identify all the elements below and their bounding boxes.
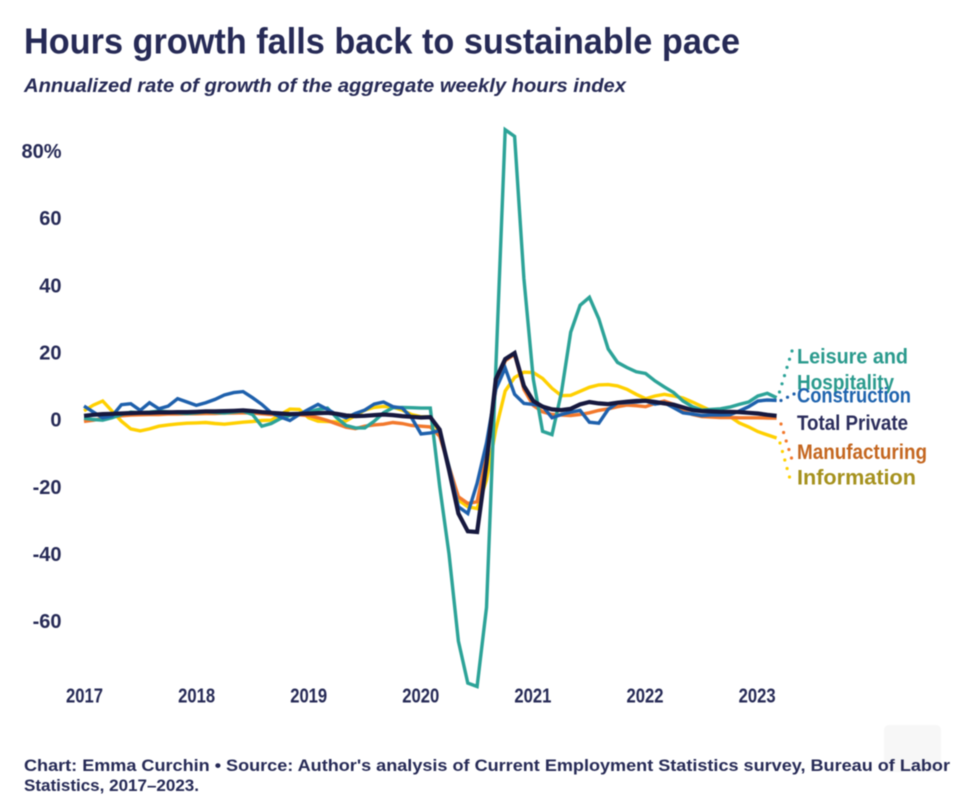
svg-text:Construction: Construction (797, 384, 911, 407)
svg-text:-40: -40 (33, 544, 62, 566)
svg-text:2020: 2020 (402, 686, 439, 708)
svg-text:Information: Information (797, 467, 916, 490)
svg-text:-60: -60 (33, 611, 62, 633)
svg-text:Hours growth falls back to sus: Hours growth falls back to sustainable p… (24, 21, 740, 62)
svg-text:80%: 80% (21, 141, 61, 163)
svg-text:Chart: Emma Curchin • Source:: Chart: Emma Curchin • Source: Author's a… (24, 756, 950, 775)
svg-text:Annualized rate of growth of t: Annualized rate of growth of the aggrega… (23, 75, 627, 97)
svg-text:Statistics, 2017–2023.: Statistics, 2017–2023. (24, 776, 199, 795)
svg-text:2021: 2021 (514, 686, 551, 708)
svg-text:2018: 2018 (178, 686, 215, 708)
svg-text:0: 0 (50, 410, 61, 432)
svg-text:20: 20 (39, 343, 61, 365)
svg-text:40: 40 (39, 275, 61, 297)
svg-text:60: 60 (39, 208, 61, 230)
svg-text:2019: 2019 (290, 686, 327, 708)
svg-text:2023: 2023 (739, 686, 776, 708)
svg-text:-20: -20 (33, 477, 62, 499)
svg-text:Leisure and: Leisure and (797, 346, 908, 369)
svg-text:Hospitality: Hospitality (797, 371, 894, 394)
svg-text:2022: 2022 (627, 686, 664, 708)
svg-text:2017: 2017 (66, 686, 103, 708)
svg-text:Manufacturing: Manufacturing (797, 441, 927, 464)
svg-text:Total Private: Total Private (797, 412, 908, 435)
